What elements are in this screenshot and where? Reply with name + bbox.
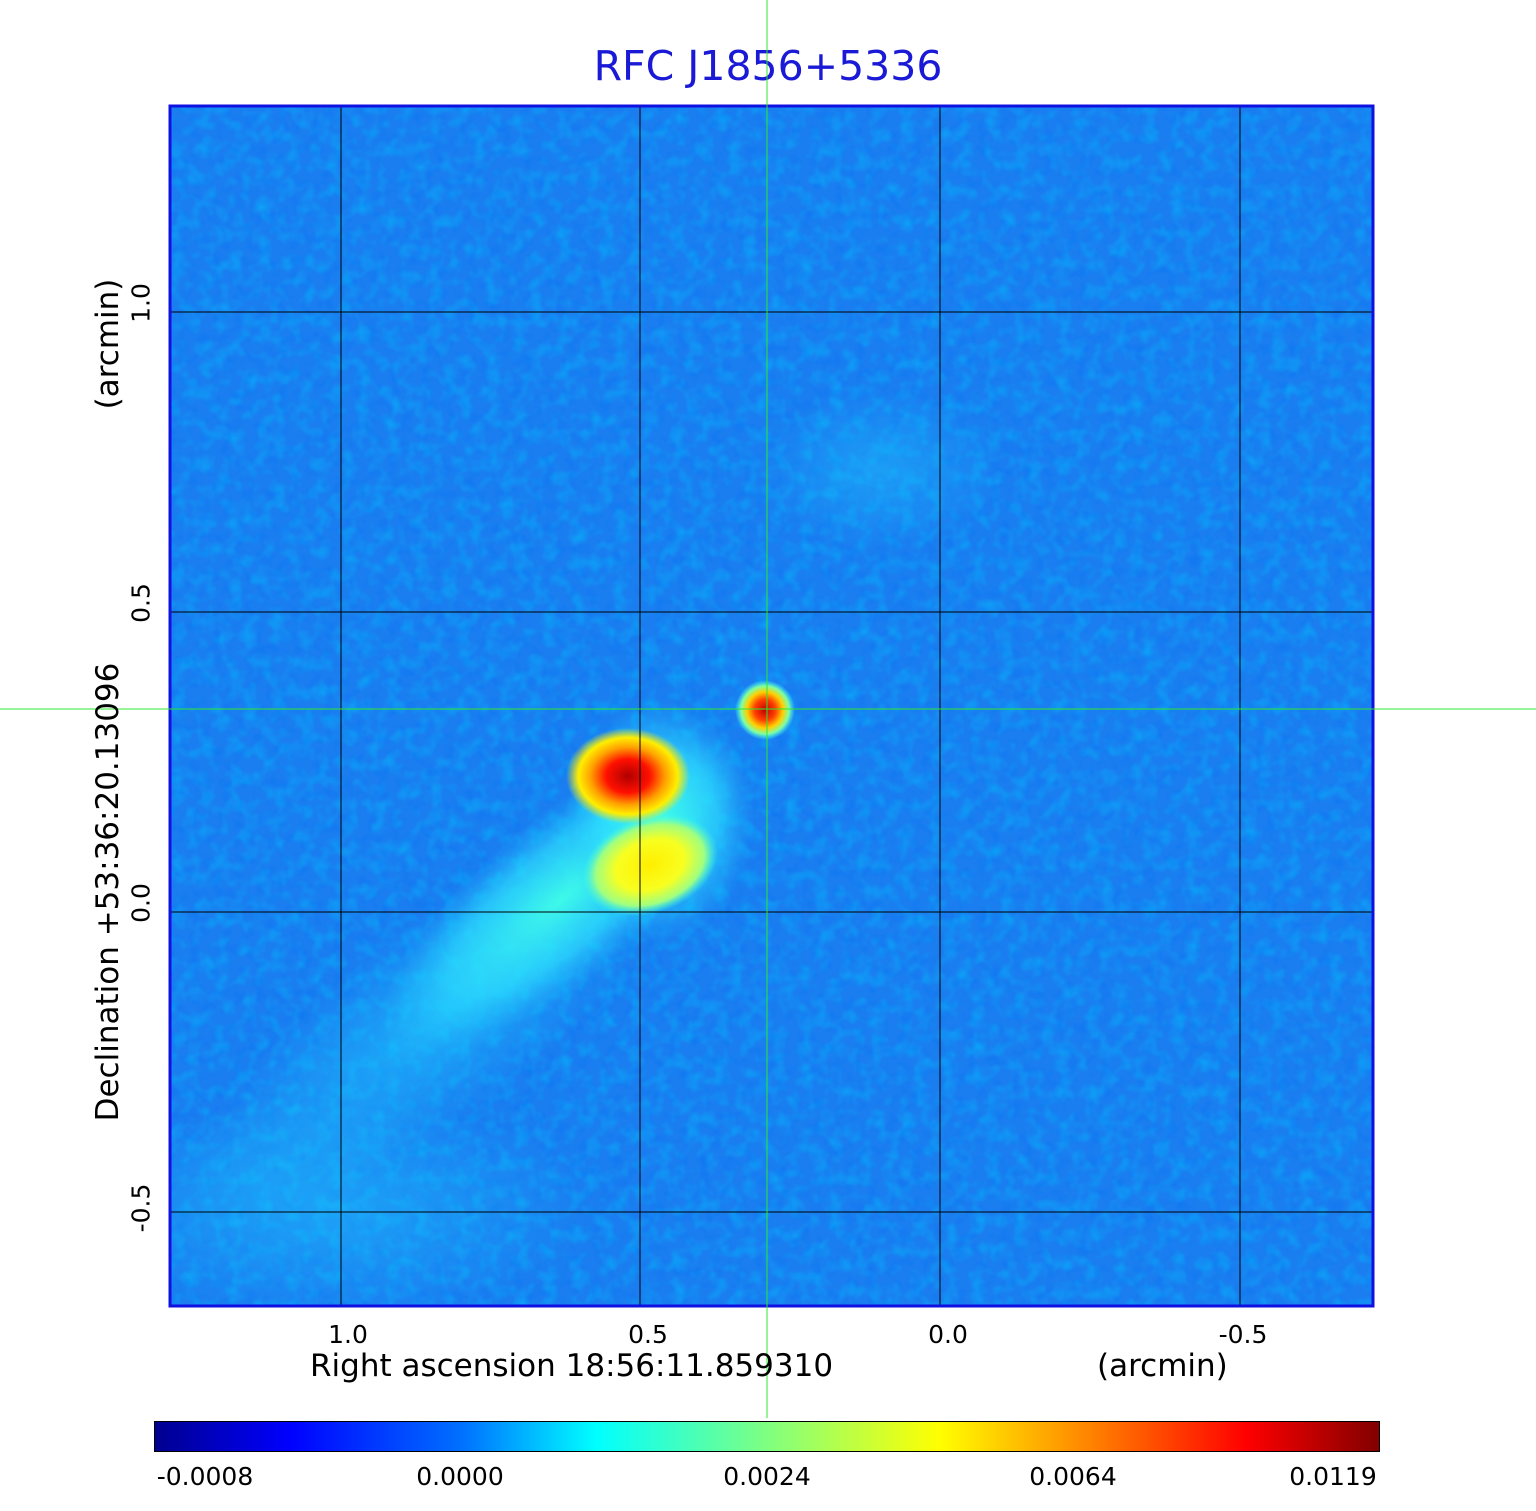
x-tick-label: 0.0 (928, 1320, 968, 1349)
x-axis-label: Right ascension 18:56:11.859310 (310, 1348, 834, 1384)
x-tick-label: 0.5 (628, 1320, 668, 1349)
colorbar-tick-label: -0.0008 (156, 1462, 254, 1491)
y-tick-label: -0.5 (126, 1183, 156, 1233)
map-title: RFC J1856+5336 (593, 42, 943, 90)
x-axis-unit: (arcmin) (1097, 1348, 1228, 1384)
colorbar (154, 1421, 1380, 1452)
colorbar-tick-label: 0.0024 (723, 1462, 811, 1491)
y-axis-unit: (arcmin) (90, 278, 126, 410)
crosshair (0, 0, 1536, 1418)
coordinate-grid (170, 106, 1373, 1306)
colorbar-tick-label: 0.0119 (1289, 1462, 1377, 1491)
colorbar-tick-label: 0.0000 (416, 1462, 504, 1491)
plot-frame (168, 104, 1375, 1308)
y-tick-label: 1.0 (126, 283, 156, 323)
image-pixels (170, 106, 1373, 1306)
x-tick-label: 1.0 (328, 1320, 368, 1349)
y-tick-label: 0.5 (126, 583, 156, 623)
x-tick-label: -0.5 (1218, 1320, 1268, 1349)
colorbar-tick-label: 0.0064 (1029, 1462, 1117, 1491)
y-tick-label: 0.0 (126, 883, 156, 923)
y-axis-label: Declination +53:36:20.13096 (90, 662, 126, 1122)
